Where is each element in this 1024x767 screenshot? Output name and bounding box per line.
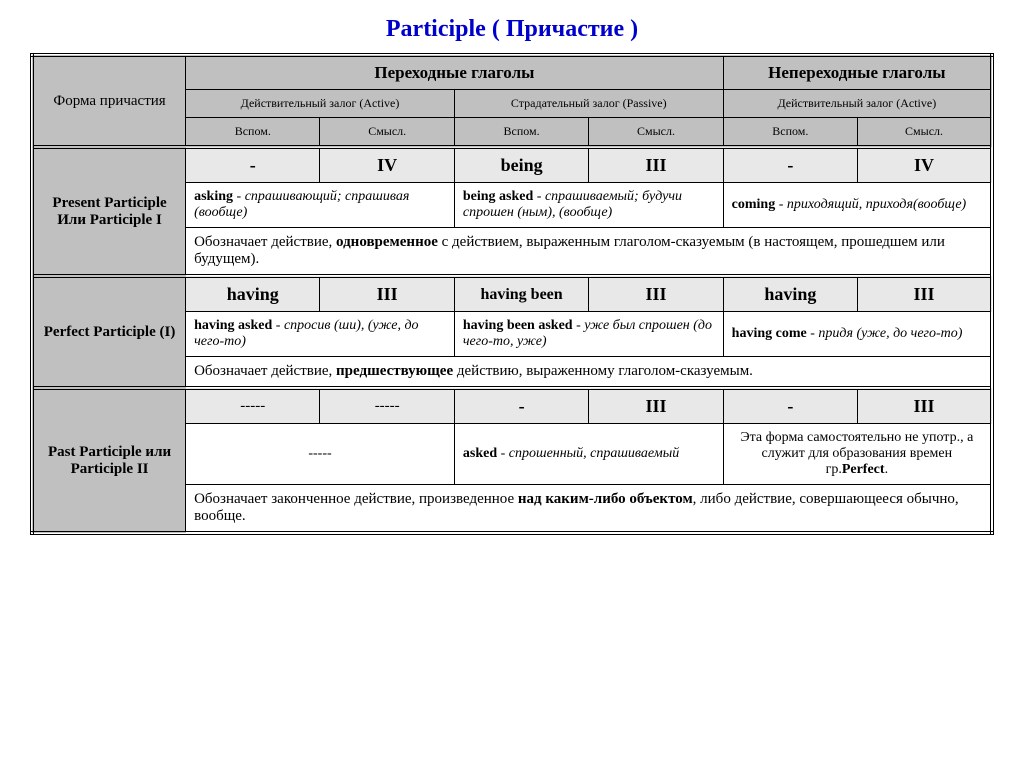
perfect-aux3: having — [723, 276, 857, 312]
past-sem1: ----- — [320, 388, 454, 424]
header-sem-1: Смысл. — [320, 118, 454, 148]
present-sem3: IV — [858, 147, 992, 183]
present-ex1: asking - спрашивающий; спрашивая (вообще… — [186, 183, 455, 228]
perfect-ex2: having been asked - уже был спрошен (до … — [454, 312, 723, 357]
past-sem3: III — [858, 388, 992, 424]
past-ex1: ----- — [186, 424, 455, 485]
perfect-ex3: having come - придя (уже, до чего-то) — [723, 312, 992, 357]
perfect-sem3: III — [858, 276, 992, 312]
present-aux1: - — [186, 147, 320, 183]
header-transitive: Переходные глаголы — [186, 55, 724, 90]
header-intransitive: Непереходные глаголы — [723, 55, 992, 90]
past-aux2: - — [454, 388, 588, 424]
past-note: Обозначает законченное действие, произве… — [186, 485, 992, 534]
present-ex2: being asked - спрашиваемый; будучи спрош… — [454, 183, 723, 228]
perfect-sem2: III — [589, 276, 723, 312]
header-active: Действительный залог (Active) — [186, 90, 455, 118]
header-sem-3: Смысл. — [858, 118, 992, 148]
header-aux-3: Вспом. — [723, 118, 857, 148]
perfect-aux1: having — [186, 276, 320, 312]
past-label: Past Participle или Participle II — [32, 388, 186, 533]
header-sem-2: Смысл. — [589, 118, 723, 148]
header-active2: Действительный залог (Active) — [723, 90, 992, 118]
perfect-aux2: having been — [454, 276, 588, 312]
header-passive: Страдательный залог (Passive) — [454, 90, 723, 118]
header-form: Форма причастия — [32, 55, 186, 147]
perfect-note: Обозначает действие, предшествующее дейс… — [186, 357, 992, 389]
present-aux3: - — [723, 147, 857, 183]
page-title: Participle ( Причастие ) — [30, 16, 994, 43]
present-note: Обозначает действие, одновременное с дей… — [186, 228, 992, 277]
past-sem2: III — [589, 388, 723, 424]
perfect-label: Perfect Participle (I) — [32, 276, 186, 388]
participle-table: Форма причастия Переходные глаголы Непер… — [30, 53, 994, 535]
perfect-ex1: having asked - спросив (ши), (уже, до че… — [186, 312, 455, 357]
past-ex2: asked - спрошенный, спрашиваемый — [454, 424, 723, 485]
present-sem2: III — [589, 147, 723, 183]
past-aux1: ----- — [186, 388, 320, 424]
present-sem1: IV — [320, 147, 454, 183]
present-aux2: being — [454, 147, 588, 183]
past-aux3: - — [723, 388, 857, 424]
header-aux-1: Вспом. — [186, 118, 320, 148]
present-label: Present Participle Или Participle I — [32, 147, 186, 276]
past-ex3: Эта форма самостоятельно не употр., а сл… — [723, 424, 992, 485]
present-ex3: coming - приходящий, приходя(вообще) — [723, 183, 992, 228]
perfect-sem1: III — [320, 276, 454, 312]
header-aux-2: Вспом. — [454, 118, 588, 148]
